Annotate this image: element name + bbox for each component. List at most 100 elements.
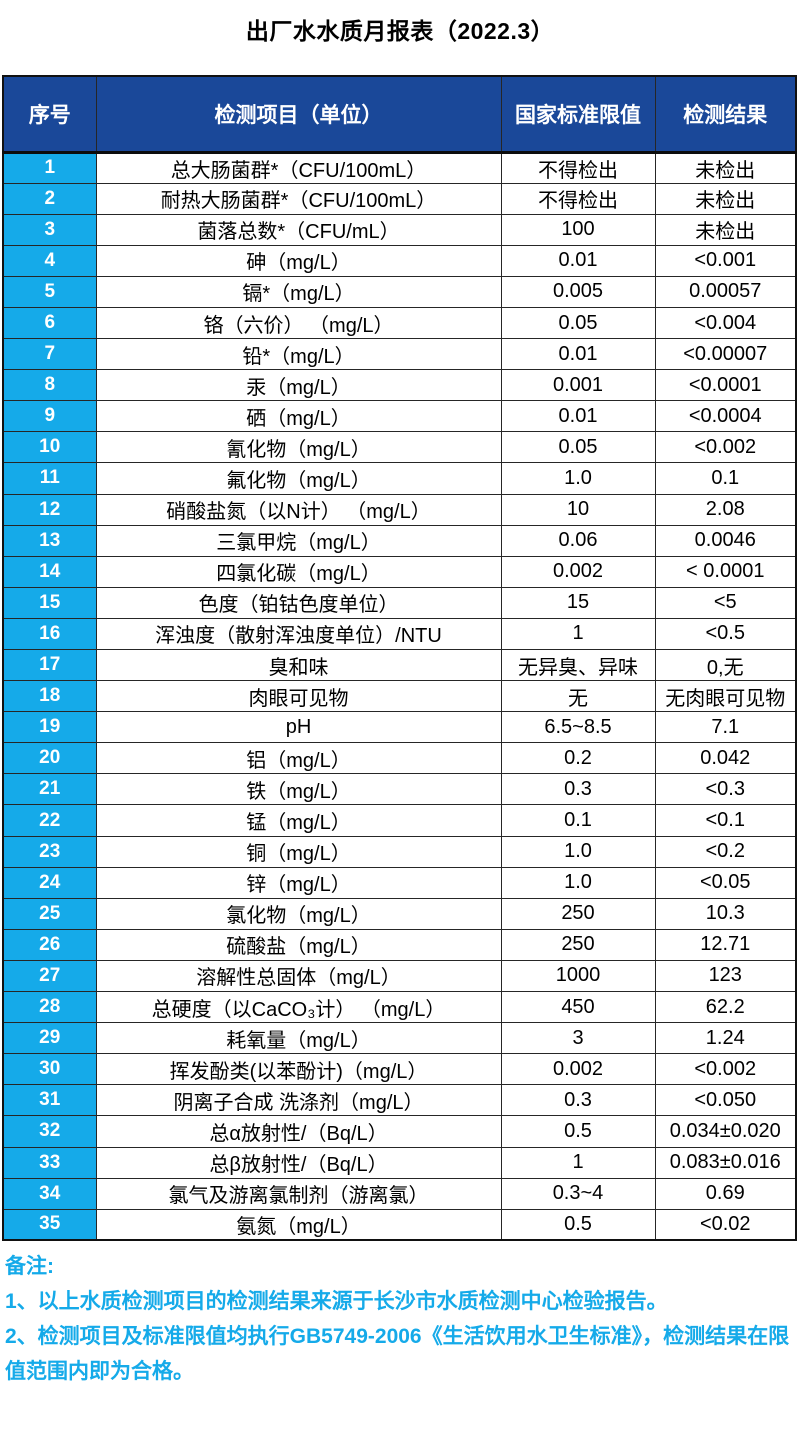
row-index: 28 [2,991,97,1024]
row-item: pH [95,711,502,744]
row-item: 锰（mg/L） [95,804,502,837]
row-limit: 0.3~4 [500,1177,656,1210]
row-result: <0.001 [654,244,797,277]
table-row: 35 氨氮（mg/L） 0.5 <0.02 [2,1208,797,1241]
row-result: <0.004 [654,306,797,340]
row-result: 0.042 [654,742,797,775]
row-index: 27 [2,959,97,993]
row-index: 9 [2,400,97,433]
table-row: 1 总大肠菌群*（CFU/100mL） 不得检出 未检出 [2,151,797,184]
row-limit: 6.5~8.5 [500,711,656,744]
row-index: 25 [2,897,97,930]
table-row: 23 铜（mg/L） 1.0 <0.2 [2,835,797,868]
row-result: 0.1 [654,462,797,495]
row-limit: 0.002 [500,555,656,588]
row-item: 挥发酚类(以苯酚计)（mg/L） [95,1053,502,1086]
row-index: 8 [2,369,97,402]
row-index: 33 [2,1146,97,1179]
row-limit: 100 [500,213,656,246]
row-result: <0.00007 [654,338,797,371]
table-row: 12 硝酸盐氮（以N计） （mg/L） 10 2.08 [2,493,797,526]
row-limit: 无异臭、异味 [500,648,656,682]
row-index: 35 [2,1208,97,1241]
row-item: 总β放射性/（Bq/L） [95,1146,502,1179]
row-result: <0.02 [654,1208,797,1241]
table-row: 30 挥发酚类(以苯酚计)（mg/L） 0.002 <0.002 [2,1053,797,1086]
row-limit: 0.05 [500,306,656,340]
row-limit: 0.002 [500,1053,656,1086]
row-result: 62.2 [654,991,797,1024]
row-limit: 无 [500,680,656,713]
row-item: 耐热大肠菌群*（CFU/100mL） [95,182,502,215]
row-item: 菌落总数*（CFU/mL） [95,213,502,246]
row-item: 锌（mg/L） [95,866,502,899]
table-row: 7 铅*（mg/L） 0.01 <0.00007 [2,338,797,371]
row-limit: 3 [500,1022,656,1055]
row-item: 铬（六价） （mg/L） [95,306,502,340]
table-row: 5 镉*（mg/L） 0.005 0.00057 [2,275,797,308]
row-index: 32 [2,1115,97,1148]
row-result: < 0.0001 [654,555,797,588]
header-col-no: 序号 [2,75,97,154]
row-index: 22 [2,804,97,837]
row-index: 3 [2,213,97,246]
row-index: 13 [2,524,97,557]
table-row: 26 硫酸盐（mg/L） 250 12.71 [2,928,797,961]
row-result: 1.24 [654,1022,797,1055]
row-limit: 0.5 [500,1115,656,1148]
table-row: 24 锌（mg/L） 1.0 <0.05 [2,866,797,899]
header-col-limit: 国家标准限值 [500,75,656,154]
row-result: 0.69 [654,1177,797,1210]
row-index: 19 [2,711,97,744]
row-item: 硝酸盐氮（以N计） （mg/L） [95,493,502,526]
row-result: 无肉眼可见物 [654,680,797,713]
row-limit: 450 [500,991,656,1024]
row-item: 铜（mg/L） [95,835,502,868]
row-result: 0.0046 [654,524,797,557]
row-result: <0.002 [654,431,797,464]
row-item: 色度（铂钴色度单位） [95,586,502,619]
note-item: 1、以上水质检测项目的检测结果来源于长沙市水质检测中心检验报告。 [5,1290,668,1314]
row-limit: 0.01 [500,338,656,371]
row-item: 铁（mg/L） [95,773,502,806]
row-limit: 1 [500,1146,656,1179]
row-index: 23 [2,835,97,868]
row-limit: 0.3 [500,773,656,806]
table-row: 29 耗氧量（mg/L） 3 1.24 [2,1022,797,1055]
water-quality-table: 序号 检测项目（单位） 国家标准限值 检测结果 1 总大肠菌群*（CFU/100… [2,75,797,1242]
row-index: 14 [2,555,97,588]
row-limit: 1.0 [500,866,656,899]
table-row: 2 耐热大肠菌群*（CFU/100mL） 不得检出 未检出 [2,182,797,215]
row-item: 浑浊度（散射浑浊度单位）/NTU [95,617,502,651]
row-limit: 10 [500,493,656,526]
row-result: 未检出 [654,213,797,246]
row-index: 29 [2,1022,97,1055]
table-row: 21 铁（mg/L） 0.3 <0.3 [2,773,797,806]
row-item: 臭和味 [95,648,502,682]
table-row: 9 硒（mg/L） 0.01 <0.0004 [2,400,797,433]
row-item: 三氯甲烷（mg/L） [95,524,502,557]
notes-label: 备注: [5,1255,54,1279]
row-item: 氯化物（mg/L） [95,897,502,930]
table-row: 8 汞（mg/L） 0.001 <0.0001 [2,369,797,402]
table-row: 18 肉眼可见物 无 无肉眼可见物 [2,680,797,713]
row-item: 肉眼可见物 [95,680,502,713]
row-limit: 0.2 [500,742,656,775]
row-limit: 15 [500,586,656,619]
row-index: 20 [2,742,97,775]
table-row: 11 氟化物（mg/L） 1.0 0.1 [2,462,797,495]
row-item: 砷（mg/L） [95,244,502,277]
row-index: 6 [2,306,97,340]
row-item: 氟化物（mg/L） [95,462,502,495]
table-header: 序号 检测项目（单位） 国家标准限值 检测结果 [2,75,797,154]
notes-list: 1、以上水质检测项目的检测结果来源于长沙市水质检测中心检验报告。 2、检测项目及标… [5,1284,800,1389]
row-limit: 0.1 [500,804,656,837]
row-limit: 0.01 [500,244,656,277]
table-row: 20 铝（mg/L） 0.2 0.042 [2,742,797,775]
row-index: 2 [2,182,97,215]
row-item: 镉*（mg/L） [95,275,502,308]
row-item: 溶解性总固体（mg/L） [95,959,502,993]
row-result: 未检出 [654,151,797,184]
table-row: 17 臭和味 无异臭、异味 0,无 [2,648,797,682]
row-item: 总大肠菌群*（CFU/100mL） [95,151,502,184]
